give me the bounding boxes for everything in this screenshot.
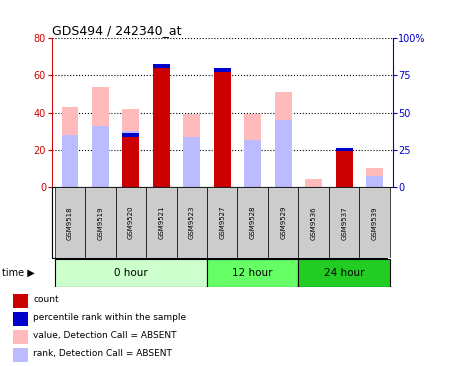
Text: percentile rank within the sample: percentile rank within the sample <box>33 313 186 322</box>
Bar <box>207 187 238 258</box>
Bar <box>305 179 322 187</box>
Bar <box>123 133 139 137</box>
Bar <box>55 187 85 258</box>
Bar <box>214 138 231 187</box>
Text: GSM9536: GSM9536 <box>311 206 317 239</box>
Bar <box>153 64 170 187</box>
Bar <box>275 92 291 187</box>
Bar <box>359 187 390 258</box>
Bar <box>299 259 390 287</box>
Bar <box>153 115 170 187</box>
Text: GSM9518: GSM9518 <box>67 206 73 239</box>
Text: time ▶: time ▶ <box>2 268 35 278</box>
Bar <box>62 107 78 187</box>
Bar <box>92 87 109 187</box>
Bar <box>176 187 207 258</box>
Bar <box>183 115 200 187</box>
Bar <box>55 259 207 287</box>
Bar <box>238 187 268 258</box>
Bar <box>13 312 27 326</box>
Bar <box>146 187 176 258</box>
Bar <box>13 294 27 309</box>
Bar <box>244 115 261 187</box>
Bar <box>366 176 383 187</box>
Bar <box>153 118 170 187</box>
Text: GSM9521: GSM9521 <box>158 206 164 239</box>
Bar <box>336 148 352 187</box>
Bar <box>13 348 27 362</box>
Bar <box>214 68 231 72</box>
Bar <box>153 64 170 68</box>
Bar <box>299 187 329 258</box>
Text: GSM9519: GSM9519 <box>97 206 103 239</box>
Bar <box>366 168 383 187</box>
Bar <box>275 120 291 187</box>
Text: GSM9537: GSM9537 <box>341 206 347 239</box>
Bar <box>85 187 116 258</box>
Text: value, Detection Call = ABSENT: value, Detection Call = ABSENT <box>33 331 177 340</box>
Text: GSM9528: GSM9528 <box>250 206 256 239</box>
Text: GSM9539: GSM9539 <box>372 206 378 239</box>
Bar <box>214 68 231 187</box>
Text: 24 hour: 24 hour <box>324 268 365 278</box>
Bar <box>13 330 27 344</box>
Text: count: count <box>33 295 59 305</box>
Bar <box>336 148 352 152</box>
Bar <box>183 137 200 187</box>
Bar <box>336 178 352 187</box>
Bar <box>123 131 139 187</box>
Bar <box>62 135 78 187</box>
Bar <box>244 140 261 187</box>
Text: 12 hour: 12 hour <box>233 268 273 278</box>
Bar <box>329 187 359 258</box>
Text: GDS494 / 242340_at: GDS494 / 242340_at <box>52 24 181 37</box>
Text: GSM9520: GSM9520 <box>128 206 134 239</box>
Bar <box>214 115 231 187</box>
Bar <box>92 126 109 187</box>
Bar <box>123 109 139 187</box>
Text: GSM9529: GSM9529 <box>280 206 286 239</box>
Text: 0 hour: 0 hour <box>114 268 148 278</box>
Bar <box>116 187 146 258</box>
Bar <box>268 187 299 258</box>
Text: GSM9523: GSM9523 <box>189 206 195 239</box>
Text: rank, Detection Call = ABSENT: rank, Detection Call = ABSENT <box>33 349 172 358</box>
Bar <box>207 259 299 287</box>
Text: GSM9527: GSM9527 <box>219 206 225 239</box>
Bar <box>123 133 139 187</box>
